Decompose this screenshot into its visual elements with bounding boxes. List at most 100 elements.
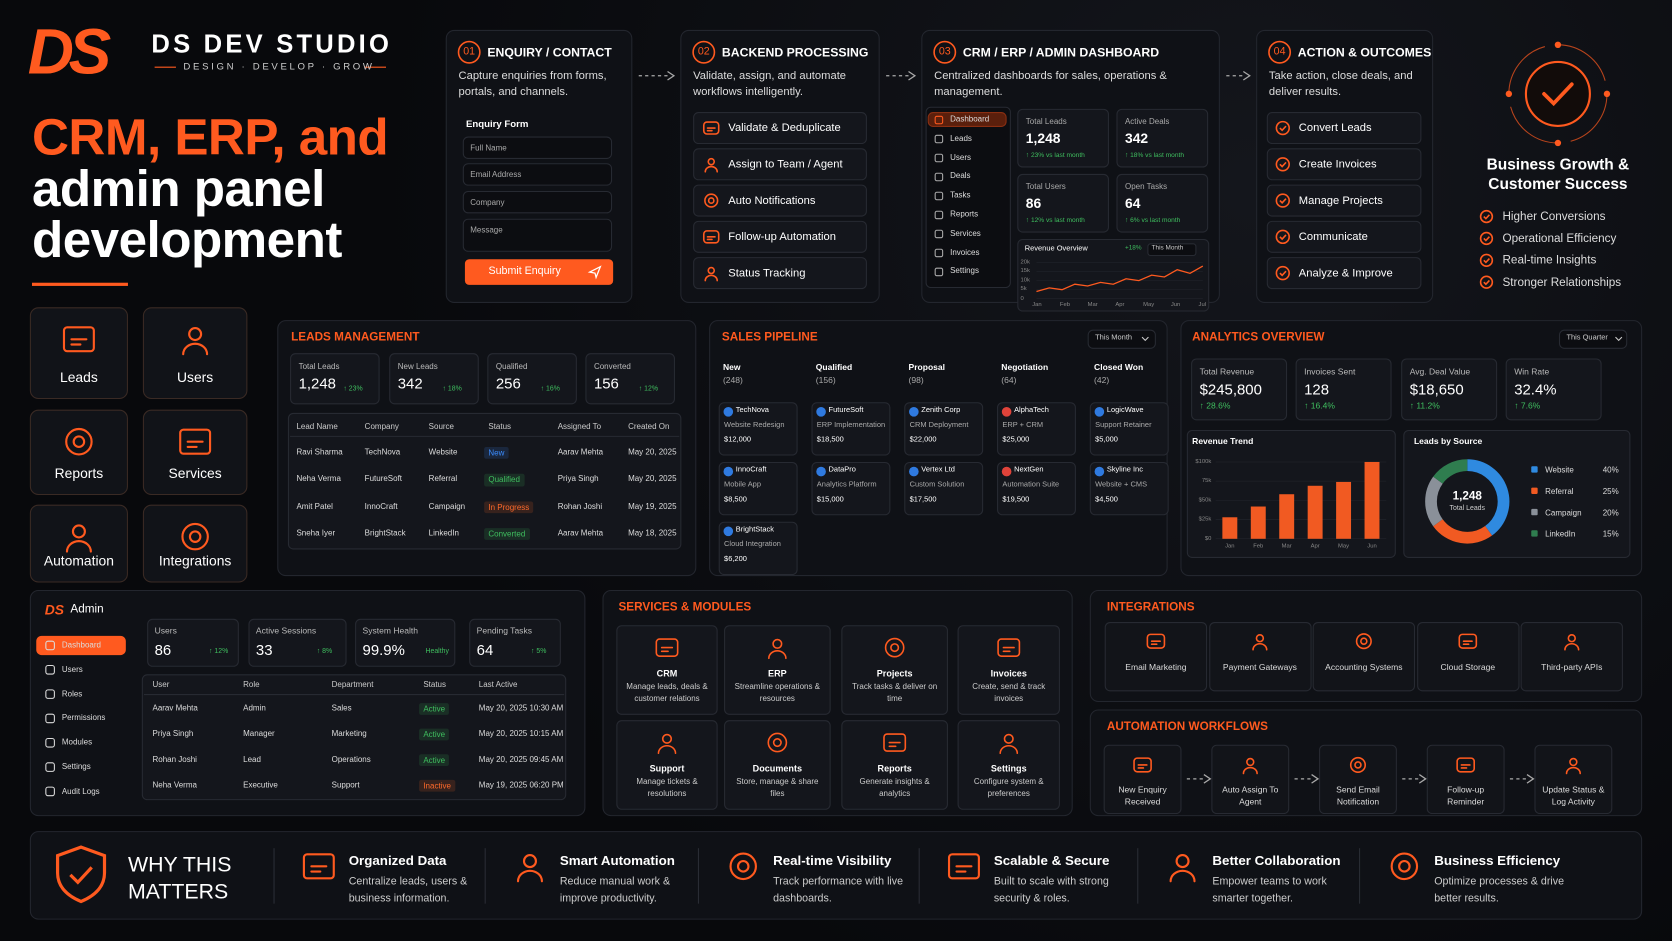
legend-swatch bbox=[1531, 508, 1538, 516]
menu-icon bbox=[934, 191, 944, 201]
x-tick-label: Jan bbox=[1225, 543, 1235, 550]
menu-active bbox=[36, 635, 126, 656]
stat-change: ↑ 23% vs last month bbox=[1025, 151, 1085, 159]
icon bbox=[661, 733, 673, 744]
y-tick-label: 75k bbox=[1201, 477, 1212, 484]
workflow-step bbox=[1426, 744, 1505, 815]
icon bbox=[890, 643, 900, 653]
check-icon bbox=[1275, 229, 1290, 245]
icon bbox=[660, 646, 674, 653]
deal-amount: $5,000 bbox=[1095, 436, 1118, 444]
deal-company: AlphaTech bbox=[1014, 406, 1049, 414]
logo: DS bbox=[27, 16, 112, 88]
process-label: Validate & Deduplicate bbox=[728, 121, 841, 135]
bar bbox=[1307, 485, 1323, 539]
stat-value: 64 bbox=[1124, 195, 1141, 212]
company-dot bbox=[816, 466, 826, 477]
deal-amount: $12,000 bbox=[724, 436, 752, 444]
column-header: Department bbox=[331, 679, 374, 690]
form-field bbox=[462, 190, 613, 214]
company-dot bbox=[909, 466, 919, 477]
stat-value: 342 bbox=[397, 374, 423, 392]
kpi-change: ↑ 11.2% bbox=[1409, 401, 1440, 411]
hero-title: admin panel bbox=[31, 161, 325, 218]
donut-segment bbox=[1433, 459, 1468, 484]
deal-project: Custom Solution bbox=[909, 481, 965, 489]
status-badge: New bbox=[484, 447, 509, 460]
deal-amount: $18,500 bbox=[816, 436, 844, 444]
icon bbox=[947, 853, 980, 880]
process-item bbox=[693, 184, 867, 217]
nav-tile bbox=[29, 409, 128, 496]
menu-item: Settings bbox=[61, 761, 91, 772]
arrow bbox=[1242, 70, 1251, 81]
icon bbox=[1169, 869, 1196, 883]
check-icon bbox=[1275, 265, 1290, 281]
growth-item: Real-time Insights bbox=[1502, 253, 1597, 267]
panel-title: ANALYTICS OVERVIEW bbox=[1192, 330, 1325, 344]
nav-tile bbox=[142, 504, 248, 583]
module-name: Documents bbox=[752, 762, 803, 774]
cell: Amit Patel bbox=[296, 501, 333, 511]
arrow bbox=[1526, 774, 1535, 784]
icon bbox=[522, 854, 538, 869]
icon bbox=[884, 637, 905, 658]
stat-card bbox=[585, 353, 675, 405]
icon bbox=[702, 121, 720, 135]
deal-company: InnoCraft bbox=[735, 466, 767, 474]
deal-project: Support Retainer bbox=[1095, 421, 1152, 429]
icon bbox=[1003, 733, 1014, 744]
icon bbox=[883, 733, 907, 752]
step-num: 03 bbox=[938, 45, 951, 58]
why-item-desc: Built to scale with strong security & ro… bbox=[993, 875, 1109, 905]
x-tick-label: Jun bbox=[1170, 301, 1181, 309]
icon bbox=[1564, 642, 1580, 651]
deal-company: BrightStack bbox=[735, 525, 774, 534]
period-label: This Quarter bbox=[1566, 333, 1608, 342]
leads-table bbox=[287, 412, 682, 550]
bar bbox=[1250, 506, 1266, 539]
icon bbox=[772, 638, 783, 649]
why-item-title: Real-time Visibility bbox=[773, 853, 892, 869]
menu-item: Permissions bbox=[61, 713, 106, 723]
stat-change: ↑ 16% bbox=[540, 385, 560, 393]
step-desc: Validate, assign, and automate workflows… bbox=[693, 69, 847, 99]
cell: Lead bbox=[243, 754, 261, 764]
column-header: User bbox=[152, 679, 170, 690]
integration-tile bbox=[1104, 621, 1208, 692]
step-num: 01 bbox=[463, 45, 476, 58]
cell: BrightStack bbox=[364, 527, 406, 538]
stat-label: Qualified bbox=[495, 361, 528, 372]
menu-icon bbox=[45, 762, 55, 772]
deal-amount: $25,000 bbox=[1002, 436, 1030, 444]
icon bbox=[182, 342, 209, 356]
stat-change: ↑ 18% bbox=[442, 385, 462, 393]
stage-name: New bbox=[722, 362, 741, 373]
growth-dot bbox=[1603, 90, 1611, 98]
sidebar bbox=[925, 106, 1011, 289]
step-num: 02 bbox=[697, 45, 710, 58]
stat-card bbox=[147, 618, 239, 667]
panel-title: SALES PIPELINE bbox=[721, 330, 818, 344]
kpi-value: 128 bbox=[1304, 380, 1330, 398]
icon bbox=[955, 865, 973, 873]
deal-company: FutureSoft bbox=[828, 406, 864, 414]
cell: Campaign bbox=[428, 501, 466, 511]
stat-change: ↑ 23% bbox=[343, 385, 363, 393]
icon bbox=[1462, 640, 1473, 645]
stage-name: Negotiation bbox=[1001, 362, 1049, 373]
stat-label: Total Leads bbox=[298, 361, 340, 372]
stage-count: (42) bbox=[1094, 375, 1110, 386]
icon bbox=[1569, 757, 1578, 767]
deal-project: ERP + CRM bbox=[1002, 421, 1044, 429]
icon bbox=[999, 744, 1019, 755]
status-badge: Active bbox=[419, 728, 450, 741]
column-header: Last Active bbox=[478, 679, 518, 690]
stat-label: Active Deals bbox=[1124, 116, 1170, 126]
panel-title: INTEGRATIONS bbox=[1106, 600, 1195, 614]
field-label: Full Name bbox=[470, 142, 507, 153]
step-desc: Capture enquiries from forms, portals, a… bbox=[458, 69, 607, 99]
module-tile bbox=[841, 625, 948, 715]
menu-icon bbox=[934, 134, 944, 144]
icon bbox=[1390, 852, 1419, 881]
